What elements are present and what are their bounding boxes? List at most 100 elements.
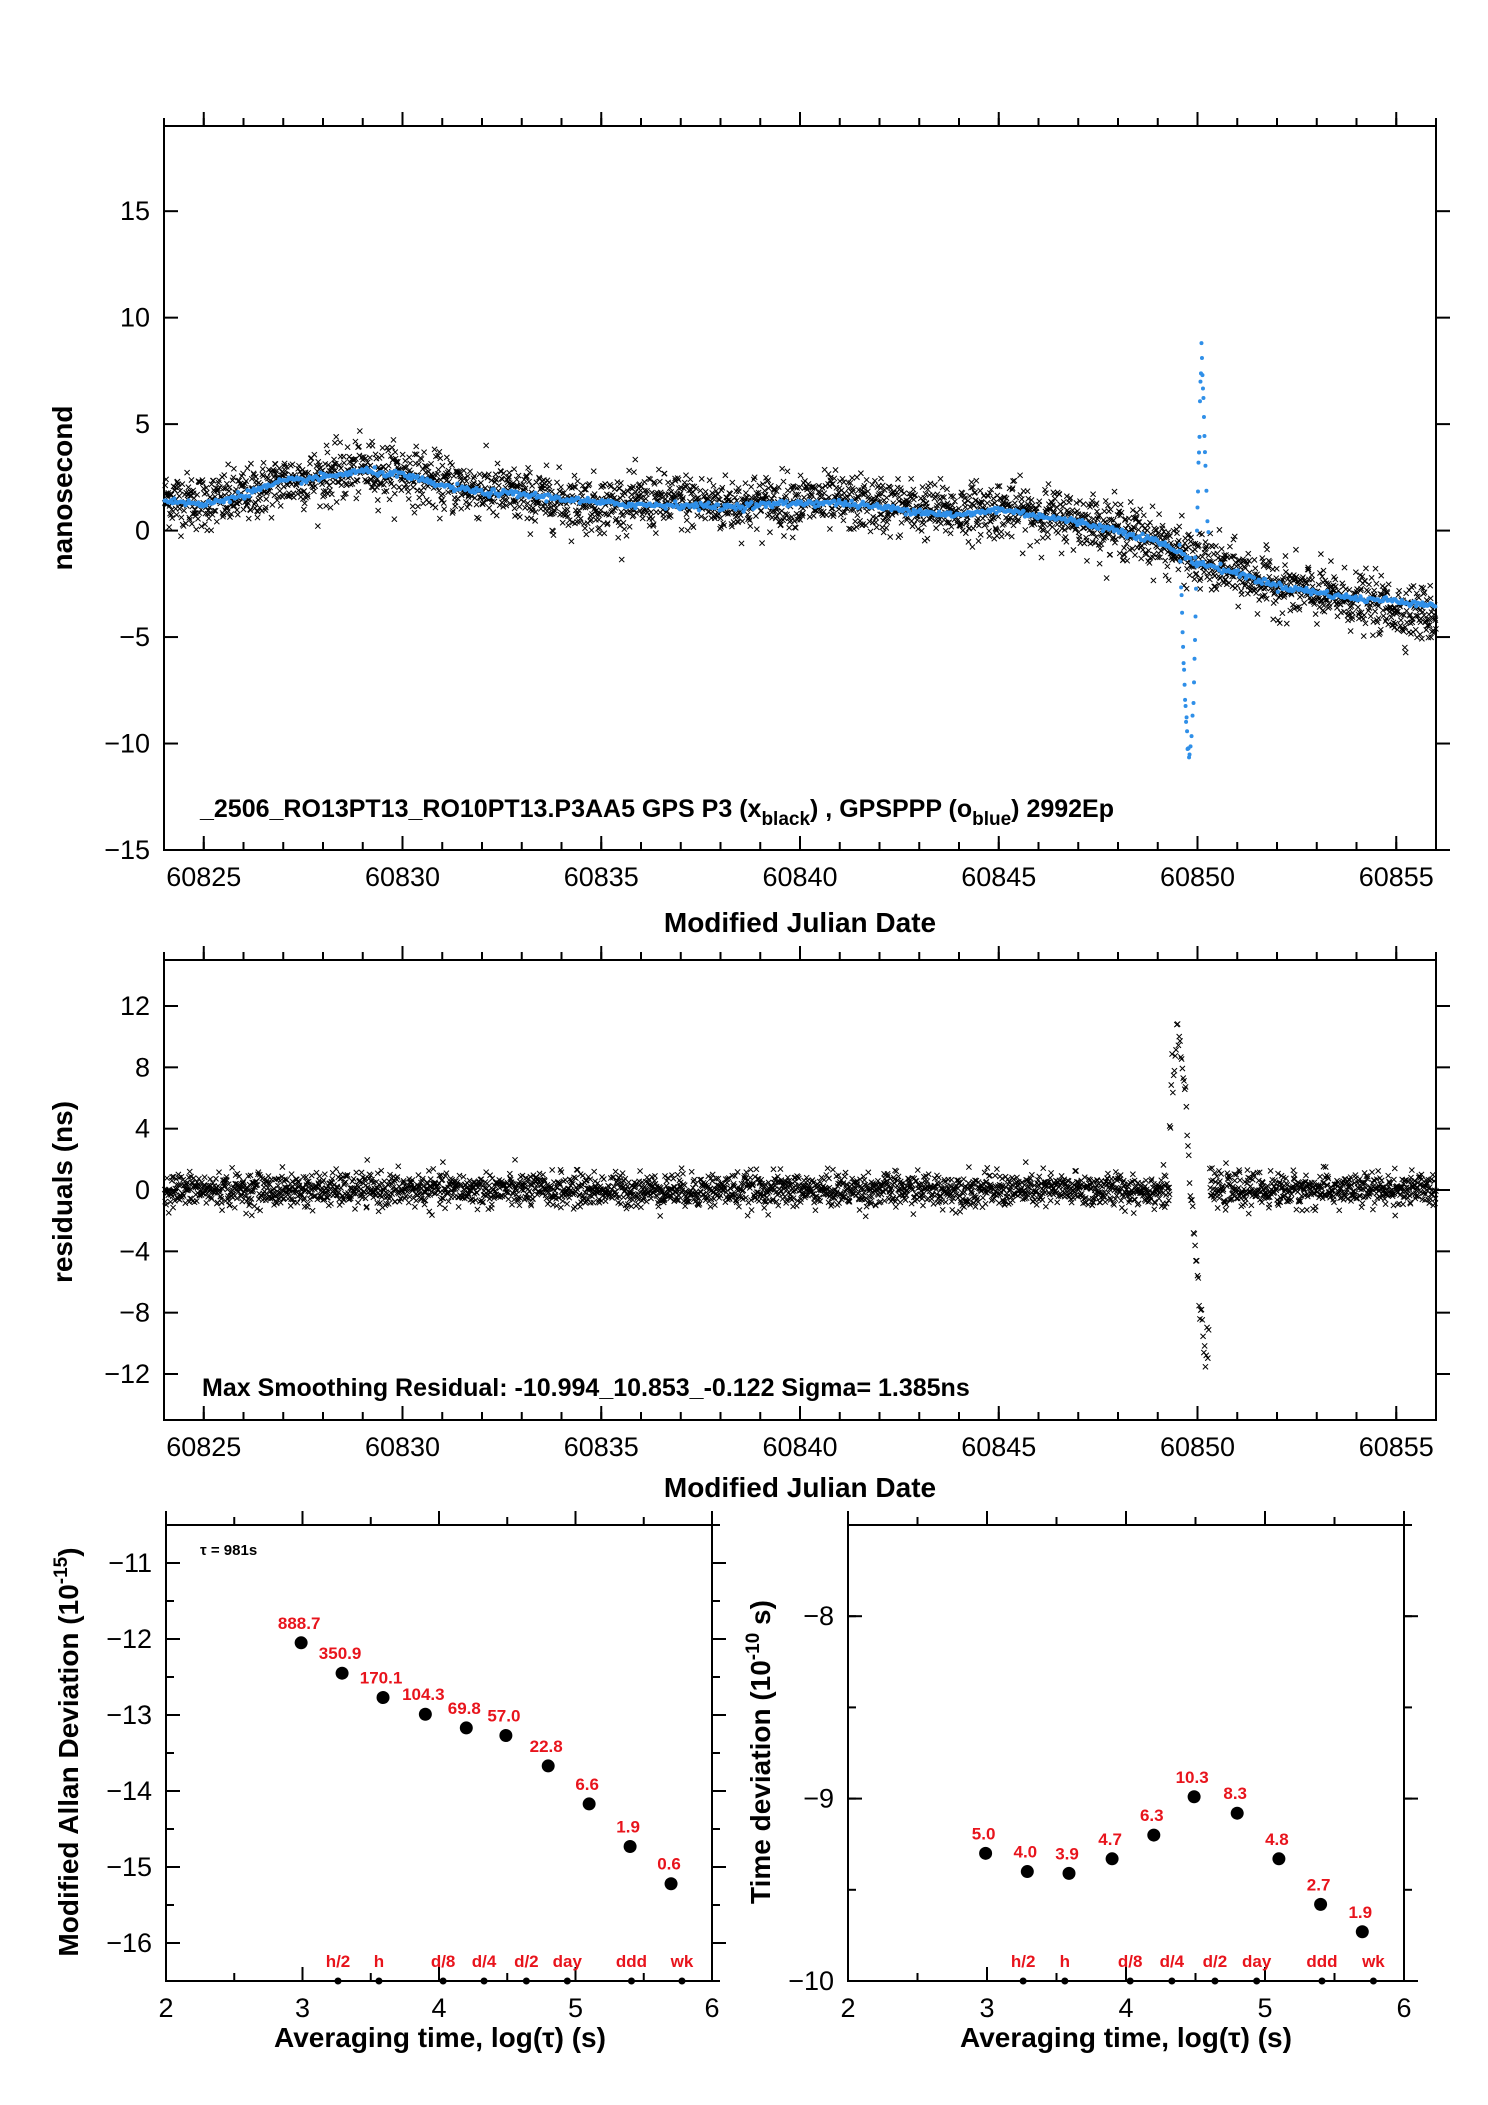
data-point <box>1194 564 1199 569</box>
data-point <box>550 509 557 516</box>
data-point <box>389 444 396 451</box>
data-point <box>514 484 521 491</box>
data-point <box>341 459 348 466</box>
data-point <box>406 454 413 461</box>
data-point <box>1397 617 1404 624</box>
data-point <box>1283 620 1290 627</box>
data-point <box>857 470 864 477</box>
data-point <box>330 479 337 486</box>
data-point <box>1372 565 1379 572</box>
data-point <box>679 497 686 503</box>
data-point <box>452 499 459 506</box>
data-point <box>1011 500 1018 507</box>
data-point <box>1327 558 1334 565</box>
data-point <box>1206 530 1211 535</box>
data-point <box>394 474 400 479</box>
data-point <box>1187 752 1192 757</box>
data-point <box>463 499 470 506</box>
data-point <box>744 494 751 501</box>
data-point <box>747 523 754 530</box>
data-point <box>648 489 655 496</box>
data-point <box>330 464 337 471</box>
data-point <box>759 481 766 488</box>
data-point <box>374 497 381 503</box>
data-point <box>302 471 309 478</box>
data-point <box>321 492 328 499</box>
data-point <box>505 475 512 482</box>
data-point <box>516 1202 523 1209</box>
data-point <box>942 527 949 534</box>
data-point <box>415 503 421 510</box>
data-point <box>1319 607 1326 614</box>
data-point <box>1140 531 1145 537</box>
data-point <box>343 480 350 487</box>
data-point <box>471 495 478 501</box>
data-point <box>167 1198 174 1205</box>
data-point <box>300 496 306 502</box>
data-point <box>428 460 435 467</box>
data-point <box>1204 488 1209 493</box>
data-point <box>706 477 713 484</box>
data-point <box>333 1166 340 1172</box>
data-point <box>648 509 654 516</box>
data-point <box>1394 626 1401 633</box>
data-point <box>193 1198 200 1205</box>
data-point <box>879 482 886 489</box>
data-point <box>188 520 195 527</box>
data-point <box>475 515 482 522</box>
data-point <box>1282 553 1289 559</box>
data-point <box>276 465 283 472</box>
data-point <box>623 532 630 539</box>
data-point <box>1275 589 1280 595</box>
data-point <box>199 480 206 486</box>
x-tick-label: 60840 <box>762 862 837 892</box>
data-point <box>516 513 523 520</box>
data-point <box>369 442 376 449</box>
data-point <box>962 504 969 511</box>
data-point <box>494 460 501 467</box>
data-point <box>1184 715 1189 720</box>
data-point <box>506 469 513 476</box>
data-point <box>1165 577 1172 584</box>
data-point <box>617 480 624 486</box>
data-point <box>769 514 776 521</box>
data-point <box>616 485 623 492</box>
data-point <box>937 520 944 527</box>
data-point <box>669 480 675 487</box>
data-point <box>1183 697 1188 702</box>
data-point <box>1200 386 1205 391</box>
data-point <box>1188 744 1193 749</box>
data-point <box>1063 538 1070 545</box>
data-point <box>364 1156 371 1163</box>
data-point <box>611 486 618 493</box>
data-point <box>1401 644 1408 651</box>
data-point <box>962 530 969 537</box>
data-point <box>698 475 705 482</box>
data-point <box>525 464 532 471</box>
data-point <box>998 533 1005 540</box>
data-point <box>1245 550 1252 557</box>
data-point <box>934 491 941 498</box>
data-point <box>588 516 595 523</box>
data-point <box>810 512 817 519</box>
data-point <box>178 514 185 521</box>
data-point <box>1196 450 1201 455</box>
data-point <box>234 511 241 518</box>
data-point <box>516 503 523 510</box>
data-point <box>883 524 890 531</box>
data-point <box>208 527 215 534</box>
data-point <box>503 502 510 509</box>
data-point <box>247 507 254 514</box>
data-point <box>1197 399 1202 404</box>
data-point <box>1201 396 1206 401</box>
data-point <box>474 1206 481 1213</box>
data-point <box>1080 501 1087 508</box>
data-point <box>655 466 662 473</box>
data-point <box>530 505 536 511</box>
data-point <box>420 484 427 491</box>
data-point <box>190 490 197 497</box>
data-point <box>1045 481 1052 488</box>
data-point <box>1186 572 1193 579</box>
data-point <box>284 492 291 499</box>
data-point <box>304 491 311 498</box>
